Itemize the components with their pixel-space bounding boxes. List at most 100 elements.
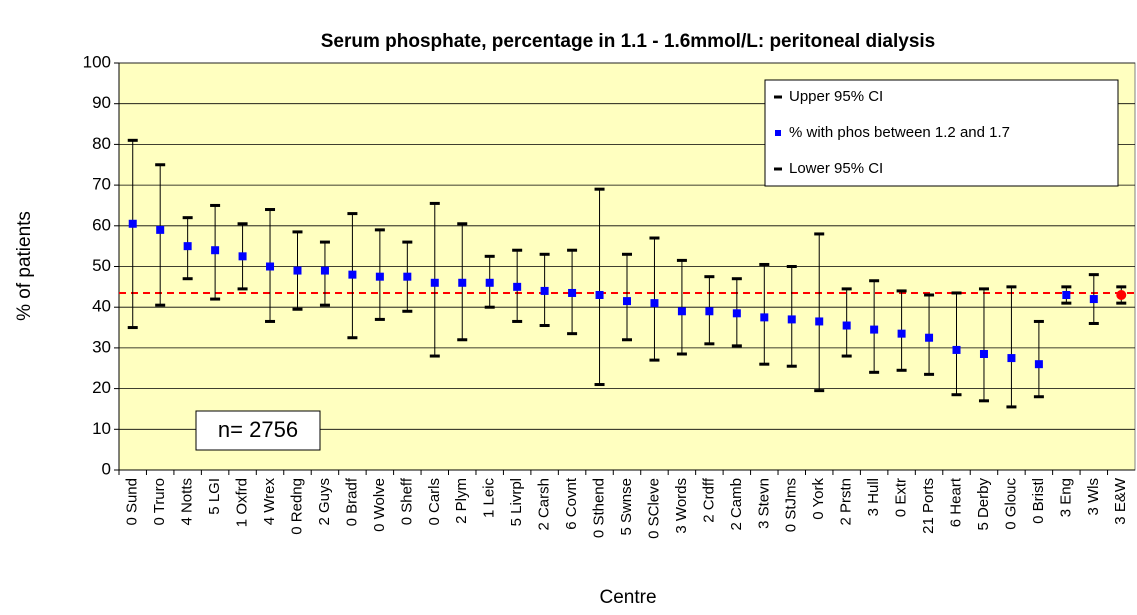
x-tick-label: 5 Livrpl bbox=[508, 478, 525, 526]
lower-ci-mark bbox=[127, 326, 138, 330]
point bbox=[375, 272, 384, 281]
legend-marker bbox=[775, 130, 781, 136]
y-tick-label: 70 bbox=[92, 175, 111, 194]
upper-ci-mark bbox=[210, 203, 221, 207]
point bbox=[183, 242, 192, 251]
y-tick-label: 50 bbox=[92, 256, 111, 275]
upper-ci-mark bbox=[127, 138, 138, 142]
point bbox=[1062, 290, 1071, 299]
point bbox=[403, 272, 412, 281]
lower-ci-mark bbox=[1088, 321, 1099, 325]
upper-ci-mark bbox=[265, 208, 276, 212]
upper-ci-mark bbox=[1006, 285, 1017, 289]
lower-ci-mark bbox=[1061, 301, 1072, 305]
x-tick-label: 3 Wls bbox=[1085, 478, 1102, 516]
y-axis-label: % of patients bbox=[14, 211, 35, 321]
legend-marker bbox=[774, 95, 782, 99]
lower-ci-mark bbox=[622, 338, 632, 342]
y-tick-label: 20 bbox=[92, 378, 111, 397]
x-tick-label: 0 Glouc bbox=[1002, 478, 1019, 530]
point bbox=[238, 252, 247, 261]
upper-ci-mark bbox=[539, 252, 550, 256]
lower-ci-mark bbox=[374, 317, 385, 321]
upper-ci-mark bbox=[292, 230, 303, 234]
upper-ci-mark bbox=[786, 265, 797, 268]
point bbox=[842, 321, 851, 330]
upper-ci-mark bbox=[1088, 273, 1099, 277]
point bbox=[156, 225, 165, 234]
lower-ci-mark bbox=[731, 344, 742, 348]
upper-ci-mark bbox=[951, 291, 962, 295]
x-tick-label: 4 Wrex bbox=[261, 478, 278, 526]
lower-ci-mark bbox=[1116, 301, 1127, 305]
upper-ci-mark bbox=[594, 187, 605, 191]
upper-ci-mark bbox=[237, 222, 248, 226]
upper-ci-mark bbox=[347, 212, 358, 216]
point bbox=[870, 325, 879, 334]
legend-box bbox=[764, 79, 1119, 187]
x-tick-label: 6 Covnt bbox=[563, 477, 580, 530]
point bbox=[485, 278, 494, 287]
upper-ci-mark bbox=[512, 248, 523, 252]
point bbox=[787, 315, 796, 324]
lower-ci-mark bbox=[402, 309, 413, 313]
upper-ci-mark bbox=[155, 163, 166, 167]
point bbox=[1034, 360, 1043, 369]
point bbox=[623, 297, 631, 306]
upper-ci-mark bbox=[402, 240, 413, 244]
y-tick-label: 80 bbox=[92, 134, 111, 153]
x-tick-label: 2 Prstn bbox=[838, 478, 855, 526]
point bbox=[1007, 354, 1016, 363]
x-tick-label: 5 Derby bbox=[975, 478, 992, 531]
upper-ci-mark bbox=[1116, 285, 1127, 289]
point bbox=[925, 333, 934, 342]
point bbox=[760, 313, 769, 322]
x-tick-label: 21 Ports bbox=[920, 478, 937, 534]
lower-ci-mark bbox=[869, 370, 880, 374]
x-tick-label: 0 York bbox=[810, 478, 827, 520]
upper-ci-mark bbox=[1061, 285, 1072, 289]
point bbox=[211, 246, 220, 255]
upper-ci-mark bbox=[182, 216, 193, 220]
x-tick-label: 4 Notts bbox=[179, 478, 196, 526]
lower-ci-mark bbox=[594, 383, 605, 387]
lower-ci-mark bbox=[292, 307, 303, 311]
y-tick-label: 0 bbox=[102, 459, 111, 478]
point bbox=[705, 307, 714, 316]
lower-ci-mark bbox=[841, 354, 852, 358]
point bbox=[458, 278, 467, 287]
lower-ci-mark bbox=[210, 297, 221, 301]
y-tick-label: 10 bbox=[92, 419, 111, 438]
lower-ci-mark bbox=[567, 332, 578, 336]
lower-ci-mark bbox=[429, 354, 440, 358]
x-tick-label: 3 Hull bbox=[865, 478, 882, 516]
upper-ci-mark bbox=[429, 201, 440, 205]
upper-ci-mark bbox=[676, 258, 687, 262]
lower-ci-mark bbox=[786, 364, 797, 368]
x-tick-label: 0 Sthend bbox=[591, 478, 608, 538]
lower-ci-mark bbox=[237, 287, 248, 291]
point bbox=[897, 329, 906, 338]
upper-ci-mark bbox=[457, 222, 468, 226]
point bbox=[568, 288, 577, 297]
upper-ci-mark bbox=[622, 252, 632, 256]
x-tick-label: 0 Truro bbox=[151, 478, 168, 526]
upper-ci-mark bbox=[567, 248, 578, 252]
upper-ci-mark bbox=[759, 262, 770, 266]
point bbox=[1116, 289, 1127, 300]
point bbox=[513, 282, 522, 291]
legend-label: % with phos between 1.2 and 1.7 bbox=[789, 124, 1010, 141]
upper-ci-mark bbox=[374, 228, 385, 232]
x-tick-label: 0 Carls bbox=[426, 478, 443, 526]
lower-ci-mark bbox=[951, 393, 962, 397]
point bbox=[540, 286, 549, 295]
lower-ci-mark bbox=[704, 342, 715, 346]
x-tick-label: 0 SCleve bbox=[645, 478, 662, 539]
x-tick-label: 3 Words bbox=[673, 478, 690, 534]
x-tick-label: 1 Oxfrd bbox=[234, 478, 251, 527]
point bbox=[348, 270, 357, 279]
x-tick-label: 2 Plym bbox=[453, 478, 470, 524]
legend-marker bbox=[774, 167, 782, 171]
x-tick-label: 0 Bristl bbox=[1030, 478, 1047, 524]
x-tick-label: 2 Carsh bbox=[536, 478, 553, 531]
